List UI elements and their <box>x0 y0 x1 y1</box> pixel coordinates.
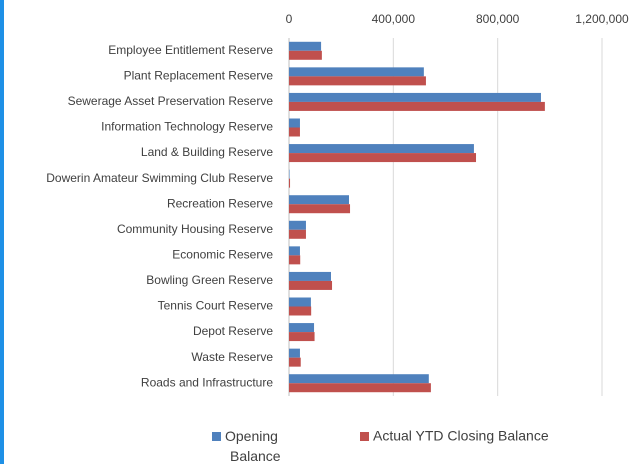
legend-label: Opening Balance <box>225 428 281 464</box>
bar <box>289 229 306 239</box>
bar <box>289 297 311 307</box>
bar <box>289 195 349 205</box>
y-tick-label: Waste Reserve <box>191 350 273 364</box>
y-tick-label: Community Housing Reserve <box>117 222 273 236</box>
y-tick-label: Plant Replacement Reserve <box>124 69 274 83</box>
bar <box>289 101 545 111</box>
x-tick-label: 0 <box>286 12 293 26</box>
y-tick-label: Land & Building Reserve <box>141 145 273 159</box>
frame-edge <box>0 0 4 464</box>
y-tick-label: Information Technology Reserve <box>101 120 273 134</box>
bar <box>289 271 331 281</box>
bar <box>289 118 300 128</box>
y-tick-label: Depot Reserve <box>193 324 273 338</box>
bar <box>289 255 301 265</box>
bar <box>289 374 429 384</box>
bar <box>289 50 322 60</box>
bar <box>289 144 474 154</box>
x-tick-label: 1,200,000 <box>575 12 629 26</box>
legend-swatch <box>212 432 221 441</box>
bar <box>289 246 300 256</box>
legend-label: Actual YTD Closing Balance <box>373 428 549 444</box>
y-tick-label: Bowling Green Reserve <box>146 273 273 287</box>
y-tick-label: Tennis Court Reserve <box>158 299 274 313</box>
bar <box>289 348 300 358</box>
bar <box>289 178 291 188</box>
bar <box>289 67 424 77</box>
legend-swatch <box>360 432 369 441</box>
bar <box>289 306 312 316</box>
bar <box>289 323 315 333</box>
x-tick-label: 800,000 <box>476 12 520 26</box>
y-tick-label: Sewerage Asset Preservation Reserve <box>68 94 274 108</box>
bar <box>289 204 351 214</box>
y-tick-label: Economic Reserve <box>172 248 273 262</box>
bar <box>289 153 477 163</box>
bar <box>289 220 306 230</box>
bar <box>289 357 301 367</box>
bar <box>289 41 322 51</box>
y-tick-label: Roads and Infrastructure <box>141 375 273 389</box>
bar <box>289 169 290 179</box>
bar <box>289 280 333 290</box>
y-tick-label: Recreation Reserve <box>167 196 273 210</box>
y-tick-label: Dowerin Amateur Swimming Club Reserve <box>46 171 273 185</box>
bar <box>289 127 300 137</box>
y-tick-label: Employee Entitlement Reserve <box>108 43 273 57</box>
bar <box>289 332 315 342</box>
bar <box>289 92 541 102</box>
x-tick-label: 400,000 <box>372 12 416 26</box>
bar <box>289 76 426 86</box>
bar <box>289 383 431 393</box>
